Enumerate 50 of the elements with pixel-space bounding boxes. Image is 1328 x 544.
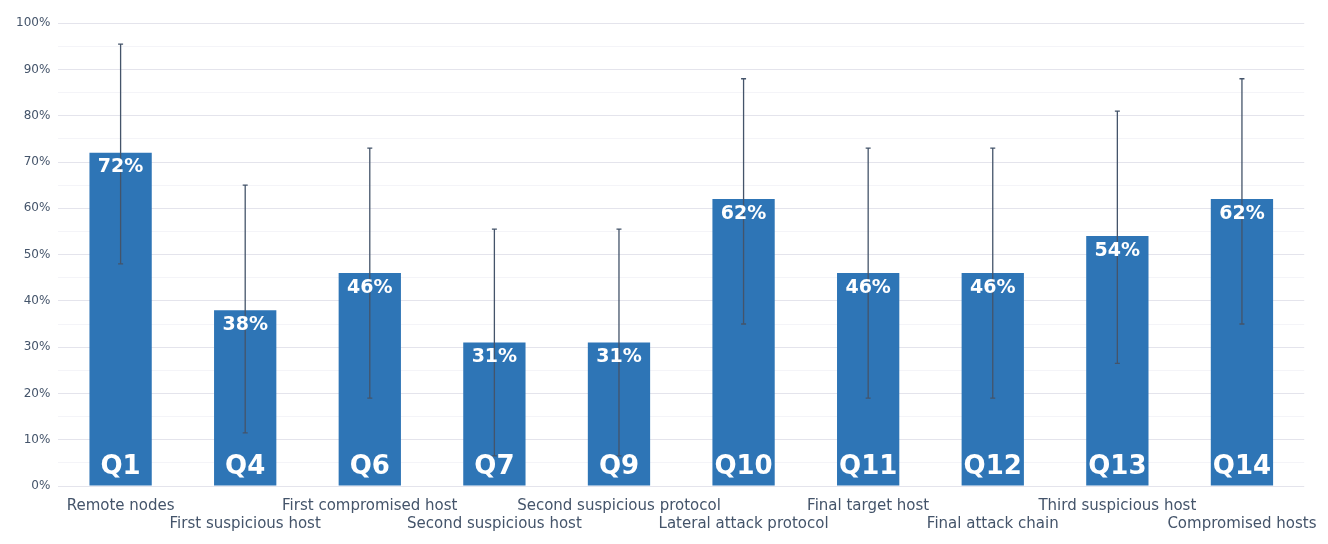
annotation: Q7: [474, 449, 515, 480]
y-tick-label: 80%: [23, 107, 51, 122]
data-label: 31%: [471, 343, 518, 366]
x-tick-label: First suspicious host: [169, 513, 321, 532]
x-tick-label: Third suspicious host: [1037, 495, 1197, 514]
y-tick-label: 40%: [23, 293, 51, 308]
y-tick-label: 100%: [15, 15, 51, 30]
data-label: 38%: [222, 311, 268, 334]
y-tick-label: 70%: [23, 154, 51, 169]
annotation: Q10: [714, 449, 773, 480]
y-tick-label: 60%: [23, 200, 51, 215]
y-tick-label: 90%: [23, 61, 51, 76]
bar: [712, 199, 775, 486]
x-tick-label: First compromised host: [282, 495, 458, 514]
x-tick-label: Final target host: [807, 495, 930, 514]
x-tick-label: Second suspicious host: [406, 513, 582, 532]
x-tick-label: Lateral attack protocol: [658, 513, 829, 532]
annotation: Q6: [349, 449, 390, 480]
bar: [1210, 199, 1274, 486]
annotation: Q12: [963, 449, 1022, 480]
bar: [1086, 236, 1149, 486]
bar: [89, 152, 152, 486]
data-label: 62%: [1219, 200, 1265, 223]
bar: [837, 273, 900, 486]
x-tick-label: Final attack chain: [926, 513, 1059, 532]
y-tick-label: 30%: [23, 339, 51, 354]
bar: [338, 273, 401, 486]
y-tick-label: 10%: [23, 431, 51, 446]
x-tick-label: Second suspicious protocol: [517, 495, 721, 514]
data-label: 72%: [97, 154, 144, 177]
bar: [214, 310, 277, 486]
data-label: 46%: [347, 274, 393, 297]
data-label: 31%: [596, 343, 642, 366]
x-tick-label: Compromised hosts: [1167, 513, 1317, 532]
y-tick-label: 20%: [23, 385, 51, 400]
bar: [463, 342, 526, 486]
annotation: Q11: [839, 449, 898, 480]
data-label: 54%: [1094, 237, 1141, 260]
annotation: Q9: [598, 449, 640, 480]
x-tick-label: Remote nodes: [66, 495, 175, 514]
y-tick-label: 0%: [31, 478, 51, 493]
data-label: 62%: [720, 200, 767, 223]
y-tick-label: 50%: [23, 246, 51, 261]
annotation: Q14: [1212, 449, 1272, 480]
bar: [961, 273, 1024, 486]
data-label: 46%: [970, 274, 1016, 297]
data-label: 46%: [845, 274, 891, 297]
annotation: Q1: [100, 449, 141, 480]
annotation: Q4: [225, 449, 266, 480]
annotation: Q13: [1088, 449, 1147, 480]
